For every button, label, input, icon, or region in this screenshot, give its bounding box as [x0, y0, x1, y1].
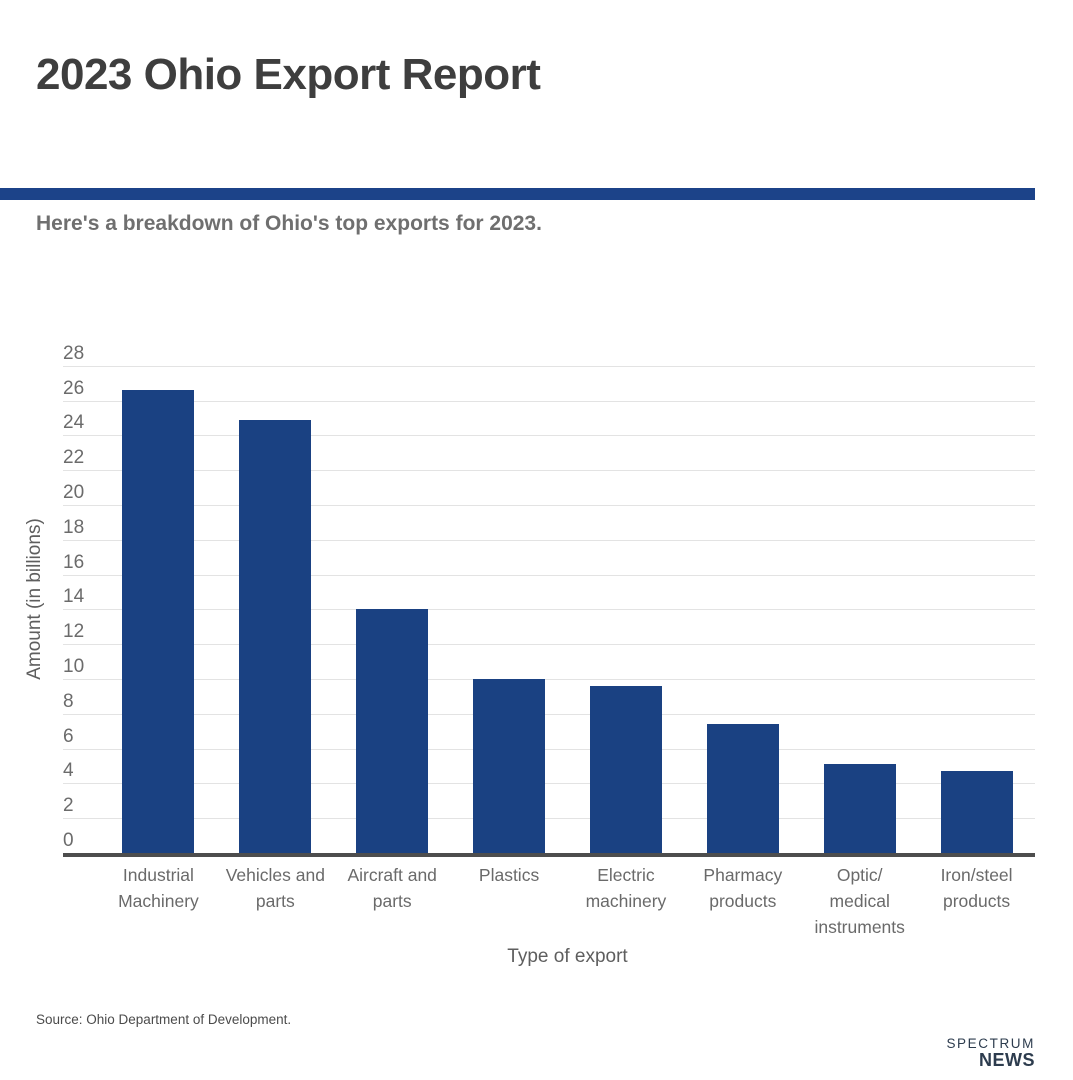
bar-6: [706, 724, 779, 853]
x-category-6: Pharmacy products: [703, 865, 783, 911]
gridline-8: [63, 713, 1035, 715]
gridline-26: [63, 400, 1035, 402]
x-axis-baseline: [63, 853, 1035, 857]
y-tick-26: 26: [63, 377, 85, 399]
gridline-24: [63, 435, 1035, 437]
x-category-5: Electric machinery: [585, 865, 667, 911]
page-title: 2023 Ohio Export Report: [36, 50, 541, 99]
divider-bar: [0, 188, 1035, 200]
x-category-1: Industrial Machinery: [118, 865, 199, 911]
gridline-16: [63, 574, 1035, 576]
x-axis-title: Type of export: [507, 946, 628, 967]
y-axis-title: Amount (in billions): [24, 518, 45, 680]
logo-spectrum-text: SPECTRUM: [946, 1036, 1035, 1051]
y-tick-10: 10: [63, 656, 85, 677]
y-tick-6: 6: [63, 725, 74, 747]
gridline-22: [63, 470, 1035, 472]
x-category-3: Aircraft and parts: [347, 865, 437, 911]
y-tick-8: 8: [63, 690, 74, 712]
gridline-18: [63, 539, 1035, 541]
bar-3: [356, 609, 429, 853]
bar-8: [940, 771, 1013, 853]
y-tick-22: 22: [63, 447, 85, 469]
y-tick-24: 24: [63, 412, 85, 434]
gridline-28: [63, 365, 1035, 367]
bar-7: [823, 764, 896, 853]
gridline-14: [63, 609, 1035, 611]
y-tick-14: 14: [63, 586, 85, 608]
gridline-10: [63, 679, 1035, 680]
x-category-8: Iron/steel products: [940, 865, 1013, 911]
y-tick-16: 16: [63, 551, 85, 573]
bar-1: [122, 390, 195, 853]
gridline-4: [63, 783, 1035, 785]
gridline-6: [63, 748, 1035, 750]
bar-2: [239, 419, 312, 853]
chart-subtitle: Here's a breakdown of Ohio's top exports…: [36, 212, 542, 235]
gridline-20: [63, 505, 1035, 506]
x-category-2: Vehicles and parts: [225, 865, 325, 911]
spectrum-news-logo: SPECTRUM NEWS: [946, 1036, 1035, 1070]
y-tick-0: 0: [63, 830, 74, 851]
x-category-7: Optic/ medical instruments: [814, 865, 905, 937]
y-tick-2: 2: [63, 795, 74, 817]
bar-5: [589, 685, 662, 853]
gridline-2: [63, 818, 1035, 820]
y-tick-12: 12: [63, 621, 85, 643]
bar-4: [473, 679, 546, 853]
y-tick-4: 4: [63, 760, 74, 782]
gridline-12: [63, 644, 1035, 646]
source-note: Source: Ohio Department of Development.: [36, 1012, 292, 1027]
y-tick-18: 18: [63, 516, 85, 538]
y-tick-20: 20: [63, 482, 85, 503]
y-tick-28: 28: [63, 342, 85, 364]
x-category-4: Plastics: [478, 865, 540, 885]
logo-news-text: NEWS: [979, 1050, 1035, 1070]
